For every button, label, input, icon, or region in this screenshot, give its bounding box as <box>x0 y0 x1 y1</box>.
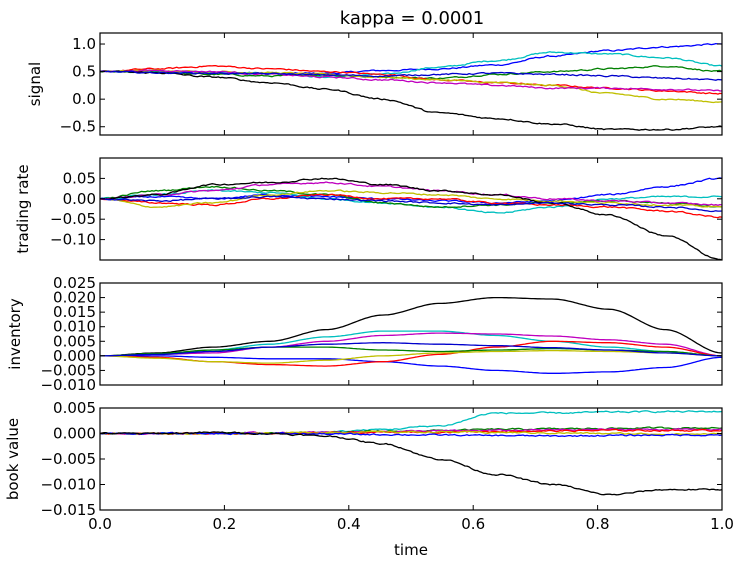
y-tick-label: −0.005 <box>40 450 96 468</box>
x-tick-label: 1.0 <box>710 515 734 533</box>
axes-frame <box>99 407 723 511</box>
series-line-5 <box>100 189 722 209</box>
y-tick-label: −0.005 <box>40 361 96 379</box>
y-tick-label: 0.00 <box>63 190 96 208</box>
y-tick-label: 0.005 <box>53 399 96 417</box>
series-group <box>100 42 722 131</box>
series-line-6 <box>100 431 722 438</box>
y-tick-label: 1.0 <box>72 35 96 53</box>
subplot-4: −0.015 −0.010 −0.005 0.000 0.005 0.0 0.2 0.4 0.6… <box>4 399 734 559</box>
series-line-7 <box>100 70 722 131</box>
y-axis-label: book value <box>4 418 22 500</box>
series-line-7 <box>100 349 722 364</box>
y-axis-label: inventory <box>6 298 24 370</box>
y-tick-label: 0.000 <box>53 425 96 443</box>
chart-title: kappa = 0.0001 <box>340 8 485 29</box>
series-line-8 <box>100 342 722 357</box>
series-line-6 <box>100 69 722 92</box>
subplot-2: −0.10 −0.05 0.00 0.05 trading rate <box>14 157 723 261</box>
y-tick-label: 0.05 <box>63 169 96 187</box>
series-line-7 <box>100 177 722 260</box>
series-line-4 <box>100 355 722 374</box>
x-tick-label: 0.8 <box>586 515 610 533</box>
series-line-1 <box>100 296 722 357</box>
axes-frame <box>99 157 723 261</box>
series-line-4 <box>100 193 722 219</box>
subplot-1: −0.5 0.0 0.5 1.0 signal <box>26 32 723 136</box>
series-group <box>100 296 722 374</box>
y-axis-label: signal <box>26 62 44 106</box>
axes-frame <box>99 32 723 136</box>
series-line-1 <box>100 42 722 75</box>
x-tick-label: 0.0 <box>88 515 112 533</box>
y-tick-label: 0.000 <box>53 347 96 365</box>
y-tick-label: 0.5 <box>72 63 96 81</box>
y-tick-label: −0.10 <box>50 231 96 249</box>
series-line-7 <box>100 431 722 496</box>
y-tick-label: 0.020 <box>53 289 96 307</box>
x-tick-label: 0.4 <box>337 515 361 533</box>
x-tick-label: 0.6 <box>461 515 485 533</box>
y-axis-label: trading rate <box>14 164 32 253</box>
series-group <box>100 410 722 496</box>
x-tick-label: 0.2 <box>212 515 236 533</box>
y-tick-label: 0.005 <box>53 332 96 350</box>
y-tick-label: −0.05 <box>50 210 96 228</box>
y-tick-label: −0.5 <box>60 118 96 136</box>
axes-frame <box>99 282 723 386</box>
y-tick-label: 0.025 <box>53 274 96 292</box>
y-tick-label: −0.010 <box>40 376 96 394</box>
series-line-8 <box>100 70 722 81</box>
y-tick-label: 0.015 <box>53 303 96 321</box>
y-tick-label: 0.010 <box>53 318 96 336</box>
series-group <box>100 177 722 260</box>
series-line-3 <box>100 332 722 357</box>
y-tick-label: −0.010 <box>40 476 96 494</box>
y-tick-label: 0.0 <box>72 90 96 108</box>
series-line-4 <box>100 65 722 95</box>
x-axis-label: time <box>394 541 428 559</box>
series-line-8 <box>100 195 722 213</box>
y-tick-label: −0.015 <box>40 501 96 519</box>
subplot-3: −0.010−0.0050.0000.0050.0100.0150.0200.0… <box>6 274 723 394</box>
